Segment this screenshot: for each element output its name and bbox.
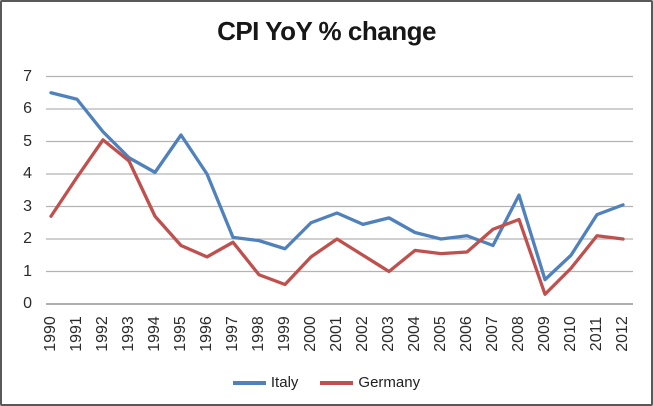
y-tick-label: 6 (23, 100, 32, 117)
x-tick-label: 2008 (510, 316, 527, 352)
x-tick-label: 2010 (562, 316, 579, 352)
x-tick-label: 2004 (406, 316, 423, 352)
x-tick-label: 1991 (68, 316, 85, 352)
x-tick-label: 2012 (614, 316, 631, 352)
x-tick-label: 2009 (536, 316, 553, 352)
legend-label-germany: Germany (358, 374, 421, 391)
x-tick-label: 1995 (172, 316, 189, 352)
x-tick-label: 1999 (276, 316, 293, 352)
x-tick-label: 1990 (42, 316, 59, 352)
legend-item-germany: Germany (320, 374, 420, 391)
x-tick-label: 2011 (588, 316, 605, 352)
italy-series-line (49, 91, 625, 282)
y-tick-label: 7 (23, 67, 32, 85)
x-tick-label: 2000 (302, 316, 319, 352)
y-tick-label: 1 (23, 262, 32, 280)
chart-legend: Italy Germany (2, 374, 651, 391)
x-tick-label: 1994 (146, 316, 163, 352)
germany-line-swatch (320, 380, 354, 385)
x-tick-label: 2005 (432, 316, 449, 352)
chart-title: CPI YoY % change (217, 16, 436, 46)
legend-item-italy: Italy (232, 374, 299, 391)
x-tick-label: 1993 (120, 316, 137, 352)
italy-line-swatch (232, 380, 266, 385)
germany-series-line (49, 138, 625, 296)
y-tick-label: 4 (23, 165, 32, 182)
y-tick-label: 3 (23, 197, 32, 215)
y-tick-label: 0 (23, 295, 32, 312)
x-tick-label: 1997 (224, 316, 241, 352)
x-tick-label: 2003 (380, 316, 397, 352)
x-tick-label: 2006 (458, 316, 475, 352)
y-tick-label: 5 (23, 132, 32, 150)
x-tick-label: 1998 (250, 316, 267, 352)
x-tick-label: 2002 (354, 316, 371, 352)
x-tick-label: 2007 (484, 316, 501, 352)
y-tick-label: 2 (23, 230, 32, 247)
legend-label-italy: Italy (270, 374, 299, 391)
x-tick-label: 1996 (198, 316, 215, 352)
x-tick-label: 1992 (94, 316, 111, 352)
x-tick-label: 2001 (328, 316, 345, 352)
